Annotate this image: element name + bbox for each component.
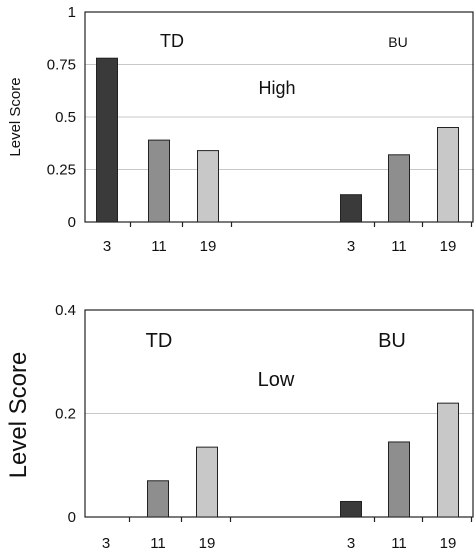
annotation-left-group: TD — [160, 31, 184, 51]
bar — [388, 441, 410, 518]
x-tick-label: 19 — [199, 535, 216, 552]
annotation-right-group: BU — [378, 330, 406, 352]
x-tick-label: 3 — [103, 238, 111, 255]
x-tick-label: 19 — [200, 238, 217, 255]
x-tick-label: 3 — [347, 535, 355, 552]
y-tick-label: 0 — [68, 214, 76, 231]
annotation-right-group: BU — [388, 34, 407, 50]
bar — [196, 446, 218, 518]
y-tick-label: 0.4 — [55, 302, 76, 319]
x-tick-label: 11 — [151, 238, 167, 255]
bar — [148, 139, 170, 223]
bar — [96, 57, 118, 223]
bar — [437, 402, 459, 518]
bar — [197, 150, 219, 223]
x-tick-label: 11 — [150, 535, 166, 552]
bar — [388, 154, 410, 223]
bar — [340, 194, 362, 223]
y-tick-label: 0.5 — [55, 109, 76, 126]
y-tick-label: 1 — [68, 4, 76, 21]
x-tick-label: 3 — [347, 238, 355, 255]
x-tick-label: 19 — [440, 238, 457, 255]
plot-frame — [84, 11, 474, 223]
y-tick-label: 0.2 — [55, 406, 76, 423]
y-tick-label: 0 — [68, 509, 76, 526]
plot-frame — [84, 309, 474, 518]
x-tick-label: 19 — [440, 535, 457, 552]
y-tick-label: 0.25 — [47, 162, 76, 179]
bar — [147, 480, 169, 518]
y-axis-title: Level Score — [5, 352, 32, 479]
y-axis-title: Level Score — [7, 77, 24, 156]
y-tick-label: 0.75 — [47, 57, 76, 74]
annotation-condition: High — [258, 78, 295, 98]
x-tick-label: 11 — [391, 535, 407, 552]
annotation-condition: Low — [258, 369, 295, 391]
x-tick-label: 11 — [391, 238, 407, 255]
x-tick-label: 3 — [102, 535, 110, 552]
annotation-left-group: TD — [146, 330, 173, 352]
bar — [340, 500, 362, 518]
bar — [437, 127, 459, 223]
